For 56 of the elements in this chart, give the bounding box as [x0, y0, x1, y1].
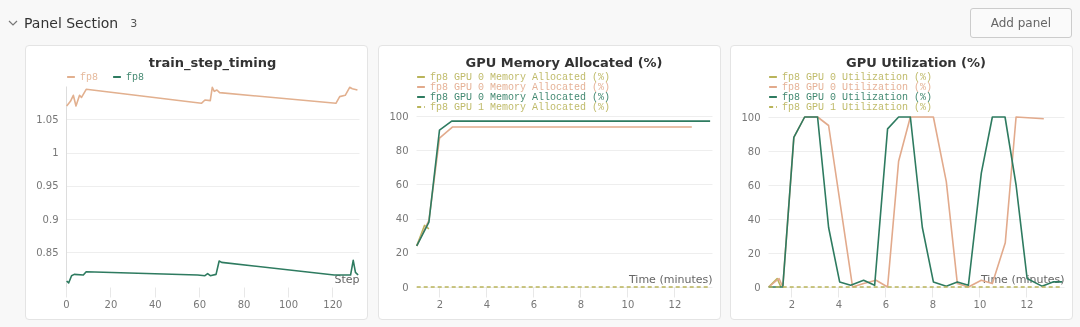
legend-label: fp8 GPU 0 Memory Allocated (%)	[430, 82, 611, 93]
y-tick-label: 0.95	[36, 180, 59, 192]
x-tick-label: 100	[278, 298, 299, 310]
legend-label: fp8 GPU 0 Memory Allocated (%)	[430, 72, 611, 83]
y-tick-label: 20	[747, 247, 761, 259]
y-tick-label: 40	[395, 213, 409, 225]
text: Panel Section	[24, 15, 119, 31]
y-tick-label: 40	[747, 213, 761, 225]
x-axis-title: Step	[334, 272, 360, 286]
x-tick-label: 4	[835, 298, 843, 310]
x-tick-label: 12	[668, 298, 682, 310]
x-tick-label: 10	[621, 298, 635, 310]
x-tick-label: 2	[436, 298, 444, 310]
legend-label: fp8 GPU 0 Utilization (%)	[782, 92, 933, 103]
y-tick-label: 100	[741, 111, 761, 123]
x-tick-label: 20	[104, 298, 118, 310]
x-tick-label: 8	[577, 298, 585, 310]
chart-title: GPU Memory Allocated (%)	[465, 55, 663, 70]
y-tick-label: 80	[395, 144, 409, 156]
y-tick-label: 0	[754, 281, 761, 293]
x-tick-label: 40	[148, 298, 162, 310]
y-tick-label: 80	[747, 145, 761, 157]
legend-label: fp8 GPU 0 Memory Allocated (%)	[430, 92, 611, 103]
y-tick-label: 0.9	[42, 213, 59, 225]
text: 3	[130, 16, 138, 30]
x-tick-label: 6	[530, 298, 538, 310]
series-label: fp8	[80, 72, 99, 83]
legend-label: fp8 GPU 1 Memory Allocated (%)	[430, 102, 611, 113]
text: Add panel	[969, 8, 1072, 38]
y-tick-label: 1	[52, 147, 59, 159]
y-tick-label: 100	[389, 110, 409, 122]
y-tick-label: 60	[395, 178, 409, 190]
x-tick-label: 12	[1020, 298, 1034, 310]
x-tick-label: 6	[882, 298, 890, 310]
x-tick-label: 120	[323, 298, 343, 310]
chart-title: train_step_timing	[148, 55, 277, 71]
y-tick-label: 0	[402, 281, 409, 293]
x-tick-label: 80	[237, 298, 251, 310]
x-tick-label: 8	[929, 298, 937, 310]
line-series	[65, 86, 359, 107]
x-tick-label: 0	[63, 298, 70, 310]
y-tick-label: 20	[395, 247, 409, 259]
line-series	[65, 259, 359, 284]
x-tick-label: 10	[973, 298, 987, 310]
y-tick-label: 0.85	[36, 246, 59, 258]
x-tick-label: 60	[193, 298, 207, 310]
legend-label: fp8 GPU 0 Utilization (%)	[782, 82, 933, 93]
legend-label: fp8 GPU 0 Utilization (%)	[782, 72, 933, 83]
x-axis-title: Time (minutes)	[627, 272, 713, 286]
x-tick-label: 4	[483, 298, 491, 310]
x-tick-label: 2	[788, 298, 796, 310]
y-tick-label: 1.05	[36, 113, 59, 125]
legend-label: fp8	[126, 72, 145, 83]
chart-title: GPU Utilization (%)	[845, 55, 987, 70]
legend-label: fp8 GPU 1 Utilization (%)	[782, 102, 933, 113]
y-tick-label: 60	[747, 179, 761, 191]
